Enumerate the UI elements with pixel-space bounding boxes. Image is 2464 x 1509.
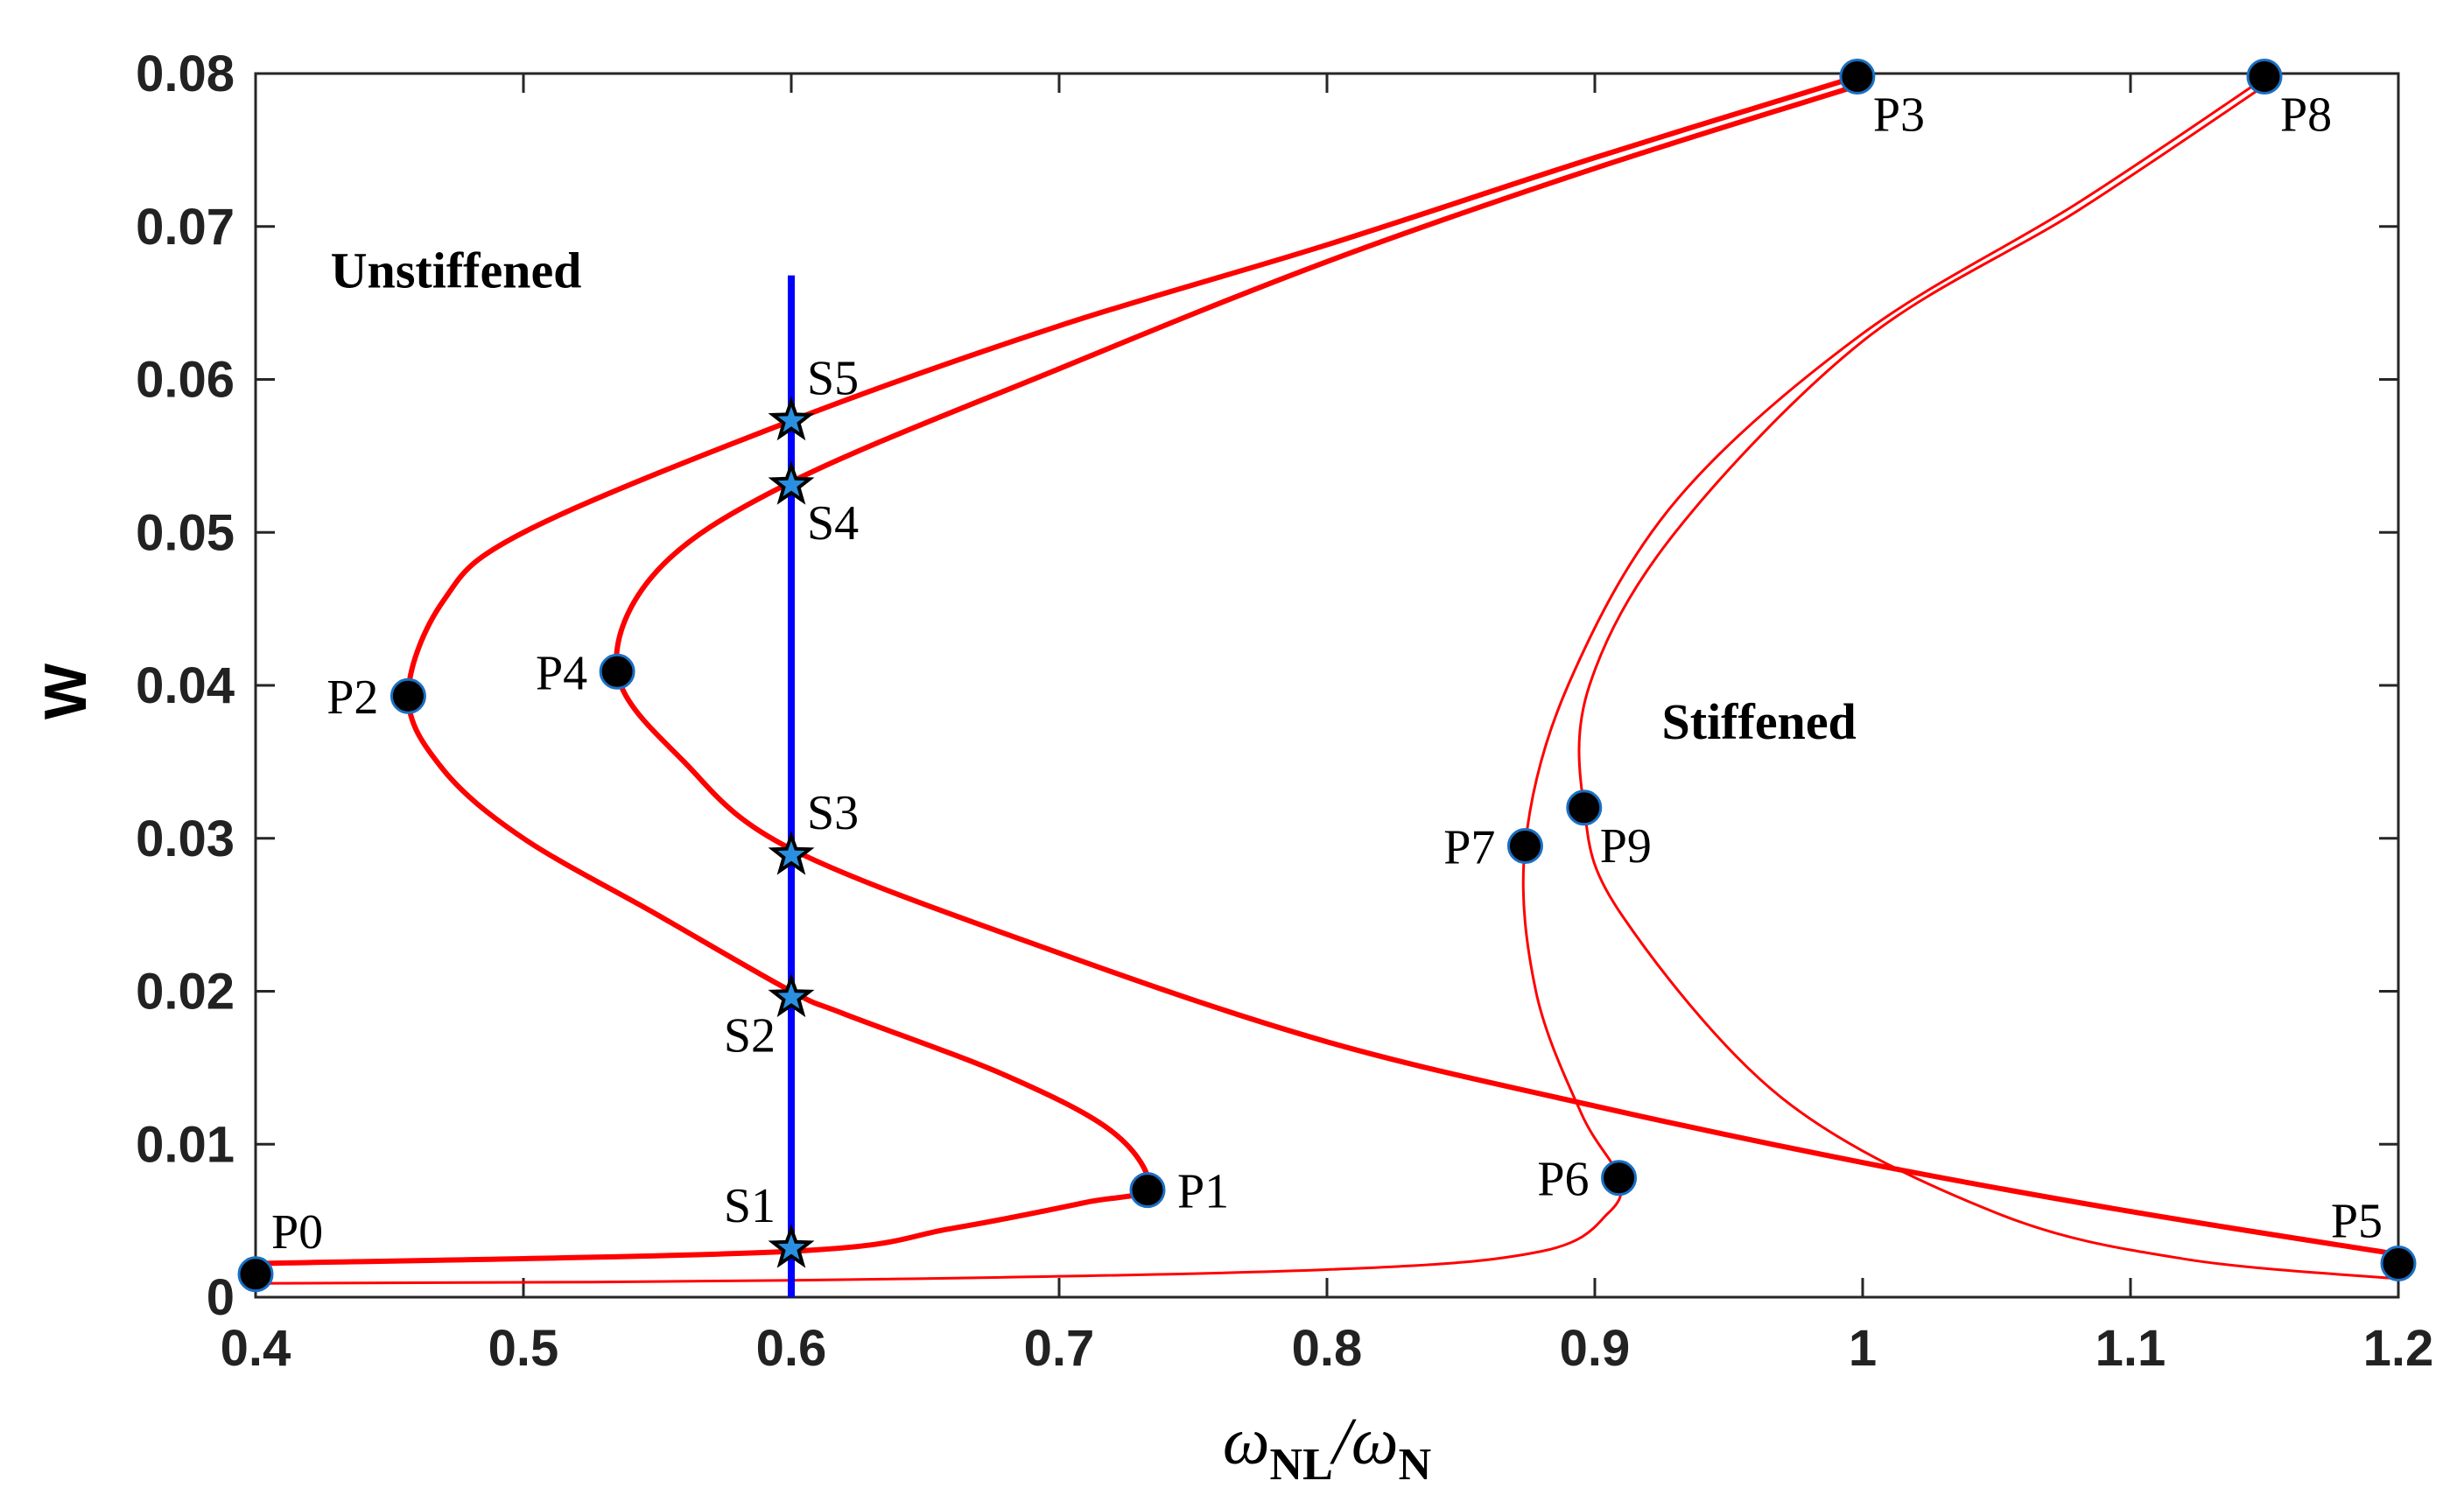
star-label-s1: S1: [724, 1179, 776, 1233]
y-axis-label: W: [32, 663, 99, 719]
curve-series-1: [614, 83, 2401, 1258]
point-marker-p9: [1566, 790, 1603, 826]
y-tick-label: 0.02: [136, 964, 235, 1021]
star-label-s5: S5: [807, 352, 859, 406]
point-label-p4: P4: [536, 646, 587, 700]
point-label-p1: P1: [1177, 1165, 1229, 1219]
star-marker-s4: [768, 460, 815, 505]
star-marker-s2: [768, 972, 815, 1018]
y-tick-label: 0: [207, 1269, 235, 1326]
y-tick-label: 0.07: [136, 199, 235, 256]
x-tick-label: 1.1: [2095, 1320, 2166, 1377]
curve-series-0: [253, 74, 1860, 1267]
x-tick-label: 0.7: [1024, 1320, 1095, 1377]
point-label-p3: P3: [1873, 88, 1925, 142]
x-tick-label: 0.8: [1292, 1320, 1363, 1377]
x-tick-label: 1: [1849, 1320, 1877, 1377]
point-marker-p0: [237, 1256, 274, 1293]
y-tick-label: 0.06: [136, 352, 235, 409]
x-label-sub-nl: NL: [1270, 1440, 1333, 1490]
point-label-p9: P9: [1600, 819, 1652, 874]
point-marker-p3: [1839, 58, 1876, 95]
x-axis-label: ωNL/ωN: [1223, 1405, 1431, 1490]
star-marker-s1: [768, 1224, 815, 1268]
star-markers: [768, 396, 815, 1268]
point-label-p7: P7: [1443, 820, 1495, 874]
star-label-s2: S2: [724, 1008, 776, 1063]
point-label-p5: P5: [2331, 1195, 2383, 1249]
point-marker-p6: [1601, 1160, 1638, 1197]
x-tick-label: 0.9: [1560, 1320, 1631, 1377]
point-label-p2: P2: [326, 670, 378, 725]
point-label-p6: P6: [1537, 1153, 1589, 1207]
y-tick-label: 0.01: [136, 1116, 235, 1173]
annotation-stiffened: Stiffened: [1662, 693, 1857, 750]
curve-series-2: [254, 76, 2266, 1285]
star-label-s4: S4: [807, 496, 859, 551]
point-label-p8: P8: [2280, 88, 2332, 142]
annotation-unstiffened: Unstiffened: [331, 242, 582, 299]
point-marker-p8: [2246, 58, 2283, 95]
point-label-p0: P0: [271, 1205, 323, 1260]
y-tick-label: 0.08: [136, 46, 235, 102]
star-label-s3: S3: [807, 786, 859, 840]
x-tick-label: 1.2: [2363, 1320, 2434, 1377]
point-marker-p1: [1129, 1172, 1166, 1209]
y-tick-label: 0.04: [136, 657, 235, 714]
x-tick-label: 0.6: [756, 1320, 827, 1377]
y-tick-label: 0.03: [136, 811, 235, 867]
x-label-omega-nl: ω: [1223, 1405, 1270, 1478]
point-marker-p7: [1506, 827, 1543, 864]
axis-ticks: 0.4 0.5 0.6 0.7 0.8 0.9 1 1.1 1.2 0 0.01 0.02 0.03 0.…: [136, 46, 2433, 1377]
point-marker-p5: [2380, 1246, 2417, 1282]
point-markers: [237, 58, 2417, 1293]
x-label-sub-n: N: [1399, 1440, 1432, 1490]
x-tick-label: 0.4: [221, 1320, 291, 1377]
x-tick-label: 0.5: [488, 1320, 559, 1377]
point-marker-p4: [599, 653, 635, 690]
y-tick-label: 0.05: [136, 504, 235, 561]
x-label-omega-n: ω: [1351, 1405, 1399, 1478]
marker-labels: S1 S2 S3 S4 S5 P0 P1 P2 P3 P4 P5 P6 P7 P8 P9: [271, 88, 2383, 1259]
star-marker-s5: [768, 396, 815, 441]
star-marker-s3: [768, 831, 815, 875]
point-marker-p2: [390, 677, 426, 714]
